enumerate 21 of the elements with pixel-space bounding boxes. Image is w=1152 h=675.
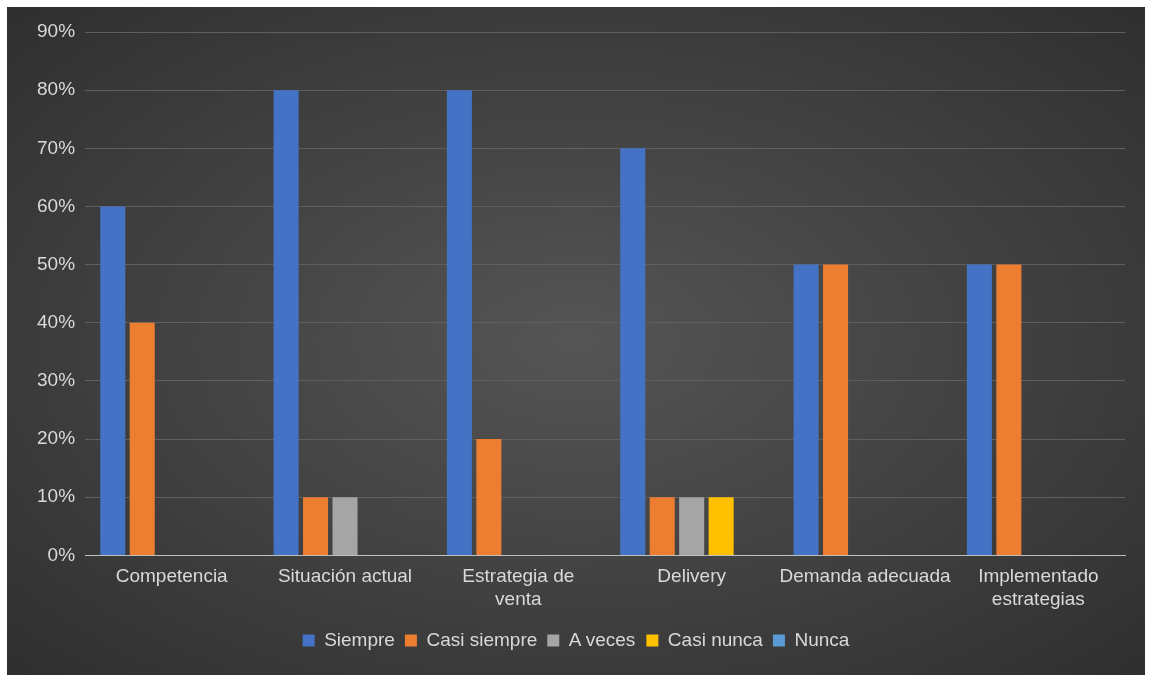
- y-tick-label: 70%: [37, 136, 76, 158]
- x-tick-label: Delivery: [657, 565, 727, 587]
- x-tick-label: Demanda adecuada: [779, 565, 951, 587]
- legend-label: Nunca: [794, 628, 850, 650]
- legend-label: Casi siempre: [426, 628, 538, 650]
- x-tick-label: Competencia: [115, 565, 229, 587]
- y-tick-label: 80%: [37, 78, 76, 100]
- legend-label: A veces: [568, 628, 636, 650]
- y-tick-label: 40%: [37, 311, 76, 333]
- x-tick-label: Estrategia de venta: [462, 565, 575, 609]
- y-tick-label: 60%: [37, 194, 76, 216]
- y-tick-label: 90%: [37, 20, 76, 42]
- y-tick-label: 20%: [37, 427, 76, 449]
- legend-label: Siempre: [324, 628, 395, 650]
- y-tick-label: 50%: [37, 252, 76, 274]
- x-tick-label: Implementado estrategias: [978, 565, 1099, 609]
- legend-label: Casi nunca: [667, 628, 764, 650]
- y-tick-label: 10%: [37, 485, 76, 507]
- y-tick-label: 30%: [37, 369, 76, 391]
- y-tick-label: 0%: [47, 543, 76, 565]
- x-tick-label: Situación actual: [277, 565, 413, 587]
